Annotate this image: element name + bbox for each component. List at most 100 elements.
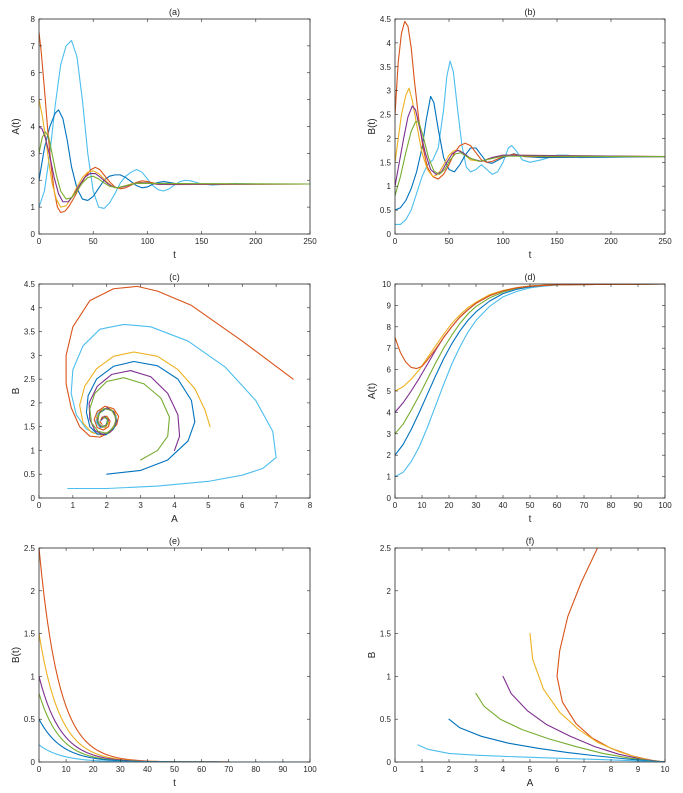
- y-axis-label: B: [11, 387, 22, 394]
- x-tick-label: 4: [501, 765, 506, 774]
- y-tick-label: 2: [387, 134, 392, 143]
- chart-panel: 0 50 100 150 200 250 0 1 2 3 4 5 6 7 8 (a) t A(t): [11, 7, 317, 261]
- x-tick-label: 40: [143, 765, 152, 774]
- y-tick-label: 6: [31, 69, 36, 78]
- x-tick-label: 1: [420, 765, 425, 774]
- x-tick-label: 2: [105, 501, 110, 510]
- y-tick-label: 3.5: [24, 328, 36, 337]
- x-tick-label: 1: [71, 501, 76, 510]
- y-tick-label: 2: [31, 176, 36, 185]
- series-line-c5: [475, 692, 665, 762]
- y-tick-label: 8: [31, 15, 36, 24]
- series-line-c1: [395, 95, 665, 211]
- x-tick-label: 2: [447, 765, 452, 774]
- y-tick-label: 4: [31, 123, 36, 132]
- x-tick-label: 60: [197, 765, 206, 774]
- plot-area: [39, 19, 310, 234]
- x-tick-label: 30: [472, 501, 481, 510]
- y-tick-label: 1: [387, 473, 392, 482]
- x-tick-label: 100: [303, 765, 317, 774]
- y-tick-label: 1.5: [24, 630, 36, 639]
- x-tick-label: 4: [172, 501, 177, 510]
- y-tick-label: 0: [387, 494, 392, 503]
- y-tick-label: 2.5: [24, 544, 36, 553]
- x-tick-label: 50: [89, 237, 98, 246]
- x-tick-label: 10: [62, 765, 71, 774]
- series-line-c2: [39, 31, 310, 214]
- x-tick-label: 10: [418, 501, 427, 510]
- y-tick-label: 5: [387, 387, 392, 396]
- chart-panel: 0 10 20 30 40 50 60 70 80 90 100 0 1 2 3 4 5 6 7 8 9 10 (d) t A(…: [367, 272, 672, 525]
- y-tick-label: 1: [31, 446, 36, 455]
- y-tick-label: 0: [31, 758, 36, 767]
- x-tick-label: 10: [661, 765, 670, 774]
- y-tick-label: 4: [387, 408, 392, 417]
- series-group: [39, 31, 310, 214]
- y-tick-label: 4: [387, 39, 392, 48]
- series-line-c1: [39, 109, 310, 201]
- series-group: [417, 548, 665, 762]
- x-tick-label: 0: [37, 765, 42, 774]
- series-line-c6: [395, 60, 665, 225]
- y-tick-label: 3: [31, 149, 36, 158]
- series-line-c1: [395, 284, 665, 456]
- series-line-c6: [39, 39, 310, 210]
- y-tick-label: 5: [31, 96, 36, 105]
- x-tick-label: 9: [636, 765, 641, 774]
- x-tick-label: 8: [609, 765, 614, 774]
- plot-area: [395, 284, 665, 498]
- x-tick-label: 70: [580, 501, 589, 510]
- y-tick-label: 2.5: [380, 111, 392, 120]
- series-line-c5: [89, 377, 170, 461]
- x-tick-label: 0: [37, 237, 42, 246]
- y-tick-label: 10: [382, 280, 391, 289]
- y-tick-label: 2: [387, 587, 392, 596]
- x-tick-label: 3: [474, 765, 479, 774]
- series-line-c6: [417, 744, 665, 762]
- y-tick-label: 0: [387, 230, 392, 239]
- y-axis-label: A(t): [367, 383, 378, 399]
- y-tick-label: 0: [387, 758, 392, 767]
- x-tick-label: 8: [308, 501, 313, 510]
- x-tick-label: 6: [240, 501, 245, 510]
- plot-area: [395, 548, 665, 762]
- series-line-c5: [39, 131, 310, 200]
- x-tick-label: 250: [658, 237, 672, 246]
- y-tick-label: 3: [31, 351, 36, 360]
- y-tick-label: 8: [387, 323, 392, 332]
- y-tick-label: 3: [387, 87, 392, 96]
- chart-panel: 0 1 2 3 4 5 6 7 8 0 0.5 1 1.5 2 2.5 3 3.5 4 4.5 (c) A B: [11, 272, 313, 525]
- series-group: [65, 285, 294, 490]
- plot-area: [39, 284, 310, 498]
- x-tick-label: 7: [274, 501, 279, 510]
- y-tick-label: 0.5: [24, 470, 36, 479]
- y-axis-label: B(t): [367, 118, 378, 134]
- panel-title: (e): [169, 536, 180, 546]
- axes-frame: [394, 18, 666, 235]
- y-tick-label: 4: [31, 304, 36, 313]
- x-tick-label: 0: [37, 501, 42, 510]
- y-tick-label: 1: [31, 672, 36, 681]
- x-axis-label: t: [173, 778, 176, 789]
- x-tick-label: 5: [528, 765, 533, 774]
- y-tick-label: 0.5: [380, 715, 392, 724]
- panel-title: (f): [526, 536, 535, 546]
- x-tick-label: 3: [138, 501, 143, 510]
- x-tick-label: 200: [249, 237, 263, 246]
- x-axis-label: A: [527, 778, 534, 789]
- x-tick-label: 0: [393, 501, 398, 510]
- series-line-c6: [395, 284, 665, 478]
- x-tick-label: 50: [445, 237, 454, 246]
- x-axis-label: A: [171, 514, 178, 525]
- x-tick-label: 150: [195, 237, 209, 246]
- y-tick-label: 1: [31, 203, 36, 212]
- y-tick-label: 3: [387, 430, 392, 439]
- series-line-c5: [395, 121, 665, 197]
- y-tick-label: 2.5: [24, 375, 36, 384]
- x-tick-label: 250: [303, 237, 317, 246]
- y-tick-label: 1: [387, 182, 392, 191]
- x-tick-label: 50: [170, 765, 179, 774]
- y-tick-label: 2: [387, 451, 392, 460]
- x-tick-label: 70: [224, 765, 233, 774]
